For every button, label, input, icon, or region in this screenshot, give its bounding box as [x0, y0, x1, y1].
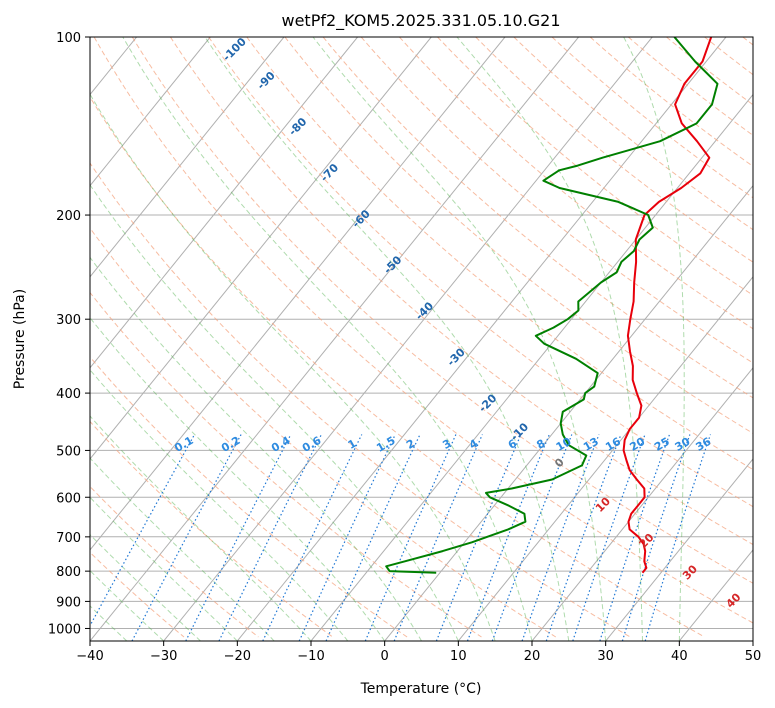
- y-tick-label: 100: [56, 31, 81, 46]
- plot-frame: [89, 36, 754, 642]
- y-tick-label: 300: [56, 313, 81, 328]
- isotherm-gridline: [90, 37, 211, 187]
- x-tick-label: −10: [297, 649, 324, 664]
- isotherm-gridline: [90, 37, 358, 369]
- isotherm-gridline: [90, 37, 432, 460]
- y-tick-label: 200: [56, 209, 81, 224]
- mixing-ratio-line: [393, 434, 483, 641]
- dry-adiabat: [169, 37, 753, 546]
- mixing-ratio-line: [218, 434, 322, 641]
- isotherm-gridline: [90, 37, 506, 551]
- x-tick-label: 0: [381, 649, 389, 664]
- moist-adiabat: [90, 457, 275, 641]
- dry-adiabat: [90, 291, 482, 638]
- dry-adiabat: [246, 37, 753, 471]
- moist-adiabat: [90, 183, 459, 641]
- x-axis-label: Temperature (°C): [360, 681, 482, 697]
- y-tick-label: 900: [56, 595, 81, 610]
- dry-adiabat: [93, 37, 753, 624]
- x-tick-label: 20: [524, 649, 541, 664]
- dewpoint-profile-line: [385, 37, 719, 574]
- moist-adiabat: [312, 37, 607, 641]
- moist-adiabat: [623, 37, 685, 641]
- x-tick-label: 30: [597, 649, 614, 664]
- isotherm-gridline: [236, 37, 727, 641]
- x-tick-label: 10: [450, 649, 467, 664]
- dry-adiabat: [131, 37, 753, 584]
- moist-adiabat: [90, 317, 386, 641]
- dry-adiabat: [322, 37, 753, 399]
- y-tick-label: 800: [56, 565, 81, 580]
- moist-adiabat: [90, 496, 238, 641]
- isotherm-gridline: [90, 37, 579, 641]
- moist-adiabat: [456, 37, 643, 641]
- moist-adiabat: [204, 37, 570, 641]
- y-tick-label: 400: [56, 387, 81, 402]
- chart-title: wetPf2_KOM5.2025.331.05.10.G21: [281, 11, 560, 31]
- mixing-ratio-line: [90, 434, 196, 627]
- dry-adiabat: [437, 37, 753, 296]
- mixing-ratio-line: [545, 434, 622, 641]
- temperature-profile-line: [622, 37, 713, 574]
- isotherm-gridline: [605, 458, 753, 641]
- isotherm-gridline: [457, 275, 753, 641]
- x-tick-label: −30: [150, 649, 177, 664]
- x-tick-label: 50: [745, 649, 762, 664]
- dry-adiabat: [90, 96, 705, 638]
- moist-adiabat: [122, 37, 533, 641]
- mixing-ratio-line: [491, 434, 573, 641]
- mixing-ratio-line: [521, 434, 600, 641]
- y-tick-label: 500: [56, 444, 81, 459]
- mixing-ratio-line: [435, 434, 522, 641]
- x-tick-label: −40: [76, 649, 103, 664]
- mixing-ratio-line: [364, 434, 457, 641]
- moist-adiabat: [90, 93, 496, 641]
- dry-adiabat: [475, 37, 753, 263]
- y-tick-label: 1000: [48, 622, 81, 637]
- y-tick-label: 700: [56, 531, 81, 546]
- dry-adiabat: [90, 162, 631, 638]
- isotherm-gridline: [531, 367, 753, 641]
- isotherm-gridline: [90, 37, 285, 278]
- mixing-ratio-line: [185, 434, 292, 641]
- moist-adiabat: [90, 256, 422, 641]
- moist-adiabat: [90, 415, 312, 641]
- dry-adiabat: [90, 227, 557, 638]
- x-tick-label: 40: [671, 649, 688, 664]
- dry-adiabat: [360, 37, 753, 364]
- y-axis-label: Pressure (hPa): [12, 289, 28, 389]
- x-tick-label: −20: [224, 649, 251, 664]
- y-tick-label: 600: [56, 491, 81, 506]
- dry-adiabat: [208, 37, 753, 508]
- isotherm-gridline: [163, 37, 653, 641]
- mixing-ratio-line: [466, 434, 550, 641]
- dry-adiabat: [284, 37, 753, 434]
